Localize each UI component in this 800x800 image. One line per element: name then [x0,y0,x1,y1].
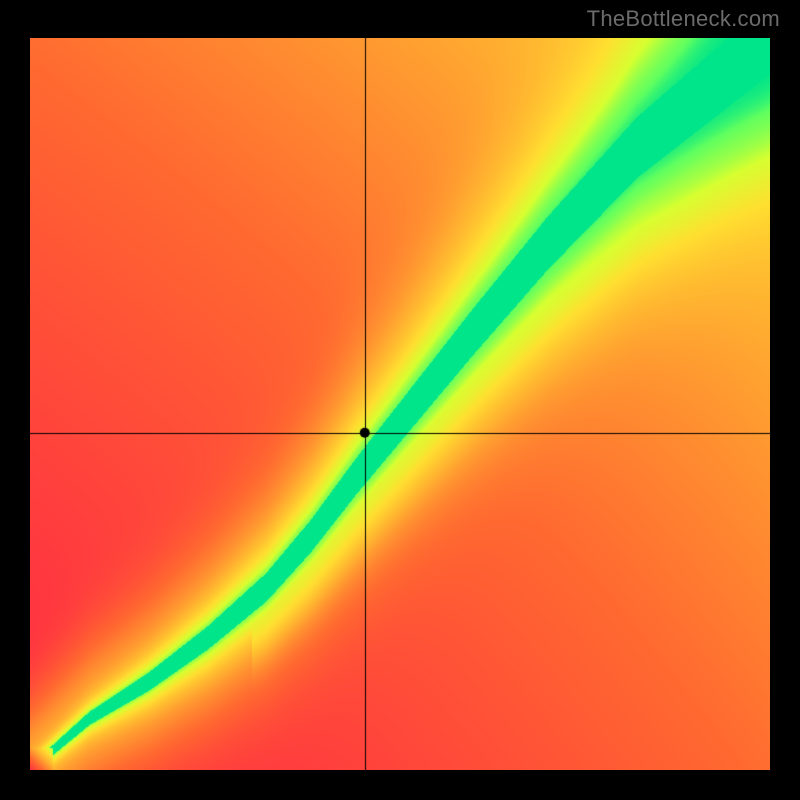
plot-area [30,38,770,770]
heatmap-canvas [30,38,770,770]
watermark-text: TheBottleneck.com [587,6,780,32]
chart-frame: TheBottleneck.com [0,0,800,800]
